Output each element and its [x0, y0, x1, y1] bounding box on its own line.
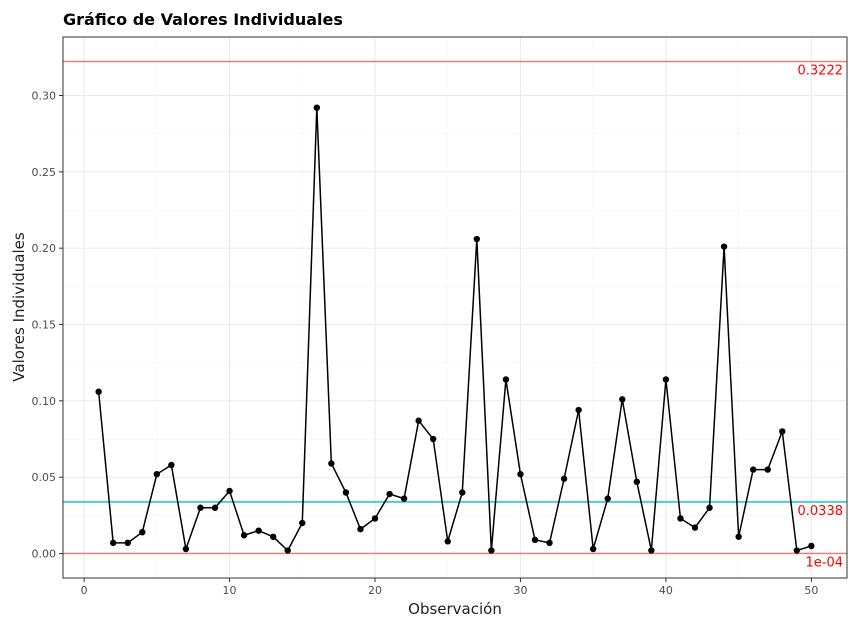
data-point [269, 533, 277, 540]
data-point [357, 525, 364, 533]
data-point [473, 235, 481, 243]
y-tick-label: 0.25 [32, 166, 57, 179]
data-point [793, 547, 801, 554]
data-point [444, 538, 451, 545]
data-point [415, 417, 422, 424]
data-point [328, 460, 335, 467]
data-point [488, 547, 495, 554]
data-point [749, 466, 757, 473]
data-point [371, 515, 379, 522]
data-point [211, 504, 219, 511]
data-point [662, 376, 670, 383]
data-point [517, 470, 524, 478]
data-point [633, 478, 641, 486]
reference-line-label: 0.3222 [798, 64, 844, 79]
x-tick-label: 20 [368, 584, 382, 597]
data-point [808, 542, 815, 550]
data-point [706, 504, 713, 511]
data-point [226, 487, 233, 495]
data-point [342, 489, 350, 496]
data-point [109, 539, 117, 547]
data-point [648, 547, 655, 554]
reference-line-labels: 0.3222 0.0338 1e-04 [798, 64, 844, 571]
data-point [182, 545, 190, 553]
data-point [735, 533, 742, 540]
data-point [400, 495, 408, 502]
y-tick-label: 0.10 [32, 395, 57, 408]
y-axis-title: Valores Individuales [10, 232, 28, 382]
data-point [168, 461, 175, 469]
data-point [531, 536, 539, 544]
data-point [95, 388, 102, 395]
y-tick-label: 0.20 [32, 242, 57, 255]
data-point [313, 104, 321, 111]
x-tick-label: 40 [659, 584, 673, 597]
data-point [546, 539, 553, 547]
y-axis-ticks: 0.00 0.05 0.10 0.15 0.20 0.25 0.30 [32, 89, 63, 561]
x-tick-label: 50 [804, 584, 818, 597]
y-tick-label: 0.00 [32, 548, 57, 561]
reference-line-label: 1e-04 [805, 555, 843, 570]
data-point [779, 428, 786, 435]
chart-title: Gráfico de Valores Individuales [63, 10, 343, 29]
data-point [153, 470, 161, 478]
x-axis-title: Observación [408, 600, 502, 618]
data-point [677, 515, 684, 522]
x-tick-label: 0 [81, 584, 88, 597]
x-tick-label: 30 [513, 584, 527, 597]
data-point [255, 527, 262, 534]
data-point [429, 435, 437, 443]
plot-background [63, 37, 847, 578]
data-point [124, 539, 131, 547]
data-point [720, 243, 728, 250]
data-point [560, 475, 568, 482]
plot-panel: 0.3222 0.0338 1e-04 [62, 36, 848, 579]
y-tick-label: 0.30 [32, 89, 57, 102]
data-point [240, 532, 248, 539]
data-point [139, 528, 146, 536]
x-tick-label: 10 [223, 584, 237, 597]
data-point [386, 490, 393, 498]
data-points [95, 104, 815, 554]
data-point [575, 406, 582, 414]
plot-border [62, 36, 848, 579]
y-tick-label: 0.05 [32, 471, 57, 484]
reference-lines [63, 60, 847, 555]
data-point [691, 524, 699, 531]
data-point [197, 504, 204, 511]
data-point [604, 495, 611, 502]
data-point [502, 376, 510, 383]
data-point [299, 519, 306, 527]
y-tick-label: 0.15 [32, 319, 57, 332]
reference-line-label: 0.0338 [798, 504, 844, 519]
data-point [764, 466, 771, 473]
data-point [619, 396, 626, 403]
x-axis-ticks: 0 10 20 30 40 50 [81, 578, 818, 597]
data-point [459, 489, 466, 496]
data-point [284, 547, 291, 554]
data-point [589, 545, 597, 553]
